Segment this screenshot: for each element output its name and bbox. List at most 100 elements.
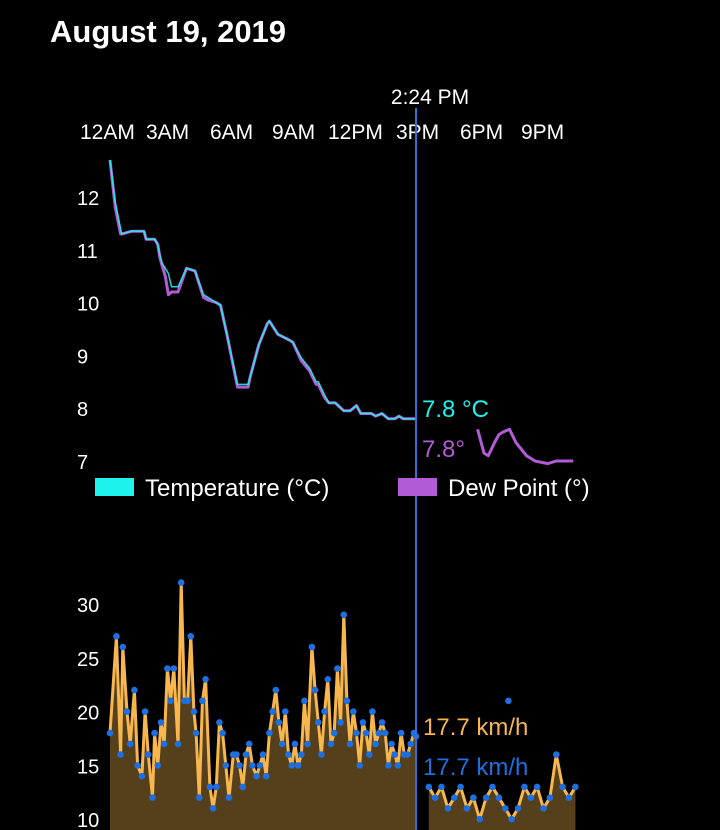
wind-data-point [192, 729, 200, 737]
temperature-y-tick-label: 7 [77, 452, 88, 474]
wind-data-point [249, 762, 256, 769]
x-tick-label: 6AM [210, 121, 253, 144]
temperature-plot [108, 159, 574, 466]
wind-data-point [184, 697, 191, 705]
legend-dew-point-swatch[interactable] [398, 478, 437, 496]
wind-data-point [521, 783, 528, 791]
wind-data-point [353, 729, 360, 737]
wind-data-point [444, 805, 452, 812]
wind-data-point [391, 751, 399, 758]
wind-data-point [145, 751, 152, 758]
wind-data-point [362, 729, 370, 737]
wind-data-point [340, 611, 348, 619]
temperature-y-tick-label: 11 [77, 241, 98, 263]
temperature-y-tick-label: 9 [77, 346, 88, 368]
wind-data-point [117, 751, 124, 758]
temperature-y-tick-label: 8 [77, 399, 88, 421]
wind-data-point [318, 751, 325, 758]
wind-data-point [216, 719, 223, 726]
wind-data-point [315, 719, 322, 726]
wind-data-point [356, 762, 364, 769]
wind-data-point [225, 794, 233, 801]
date-title: August 19, 2019 [50, 14, 287, 49]
wind-data-point [294, 762, 302, 769]
wind-data-point [489, 783, 496, 791]
wind-y-tick-label: 10 [77, 810, 99, 830]
wind-data-point [222, 762, 230, 769]
wind-data-point [199, 697, 206, 705]
wind-data-point [533, 783, 541, 791]
legend-temperature-label[interactable]: Temperature (°C) [145, 475, 329, 502]
wind-data-point [346, 740, 354, 748]
wind-data-point [514, 805, 522, 812]
wind-data-point [375, 729, 383, 737]
cursor-time-label: 2:24 PM [391, 86, 469, 109]
wind-data-point [160, 740, 168, 748]
wind-data-point [527, 794, 535, 801]
wind-data-point [431, 794, 439, 801]
wind-data-point [311, 686, 319, 694]
x-axis-ticks: 12AM 3AM 6AM 9AM 12PM 3PM 6PM 9PM [80, 121, 564, 144]
x-tick-label: 3PM [396, 121, 439, 144]
wind-data-point [451, 794, 458, 801]
wind-data-point [206, 783, 214, 791]
wind-data-point [123, 708, 131, 715]
wind-data-point [378, 719, 386, 726]
legend[interactable]: Temperature (°C) Dew Point (°) [95, 475, 590, 502]
wind-data-point [343, 697, 351, 705]
x-tick-label: 3AM [146, 121, 189, 144]
legend-temperature-swatch[interactable] [95, 478, 134, 496]
wind-data-point [559, 783, 566, 791]
wind-data-point [476, 815, 484, 823]
wind-data-point [540, 805, 547, 812]
temperature-readout: 7.8 °C [422, 396, 489, 423]
wind-data-point [141, 708, 149, 715]
wind-data-point [151, 729, 158, 737]
wind-data-point [285, 751, 292, 758]
temperature-y-axis: 12 11 10 9 8 7 [77, 188, 99, 474]
wind-data-point [288, 762, 296, 769]
wind-data-point [572, 783, 579, 791]
wind-data-point [298, 751, 305, 758]
wind-data-point [502, 805, 509, 812]
wind-data-point [119, 643, 127, 651]
wind-data-point [272, 686, 280, 694]
wind-y-tick-label: 20 [77, 703, 99, 725]
x-tick-label: 12PM [328, 121, 383, 144]
wind-data-point [131, 686, 138, 694]
wind-data-point [366, 751, 373, 758]
wind-data-point [170, 665, 178, 672]
wind-data-point [321, 708, 328, 715]
wind-data-point [334, 665, 341, 672]
dew-point-readout: 7.8° [422, 436, 465, 463]
wind-data-point [565, 794, 573, 801]
wind-speed-readout: 17.7 km/h [423, 714, 528, 741]
wind-data-point [291, 740, 299, 748]
wind-data-point [233, 751, 240, 758]
wind-data-point [508, 815, 515, 823]
wind-area [110, 582, 416, 830]
wind-data-point [202, 676, 209, 683]
wind-data-point [397, 729, 405, 737]
wind-data-point [213, 783, 220, 791]
wind-data-point [505, 697, 512, 705]
wind-data-point [546, 794, 554, 801]
wind-y-tick-label: 30 [77, 595, 99, 617]
time-cursor[interactable]: 2:24 PM [391, 86, 469, 830]
wind-data-point [239, 783, 247, 791]
wind-data-point [438, 783, 445, 791]
wind-data-point [245, 740, 253, 748]
x-tick-label: 9PM [521, 121, 564, 144]
wind-y-tick-label: 25 [77, 649, 99, 671]
wind-data-point [394, 762, 402, 769]
legend-dew-point-label[interactable]: Dew Point (°) [448, 475, 590, 502]
wind-data-point [407, 740, 415, 748]
wind-data-point [337, 719, 344, 726]
wind-data-point [106, 729, 114, 737]
wind-data-point [553, 751, 560, 758]
wind-data-point [278, 740, 286, 748]
wind-data-point [330, 729, 338, 737]
wind-data-point [308, 643, 316, 651]
wind-data-point [324, 676, 332, 683]
